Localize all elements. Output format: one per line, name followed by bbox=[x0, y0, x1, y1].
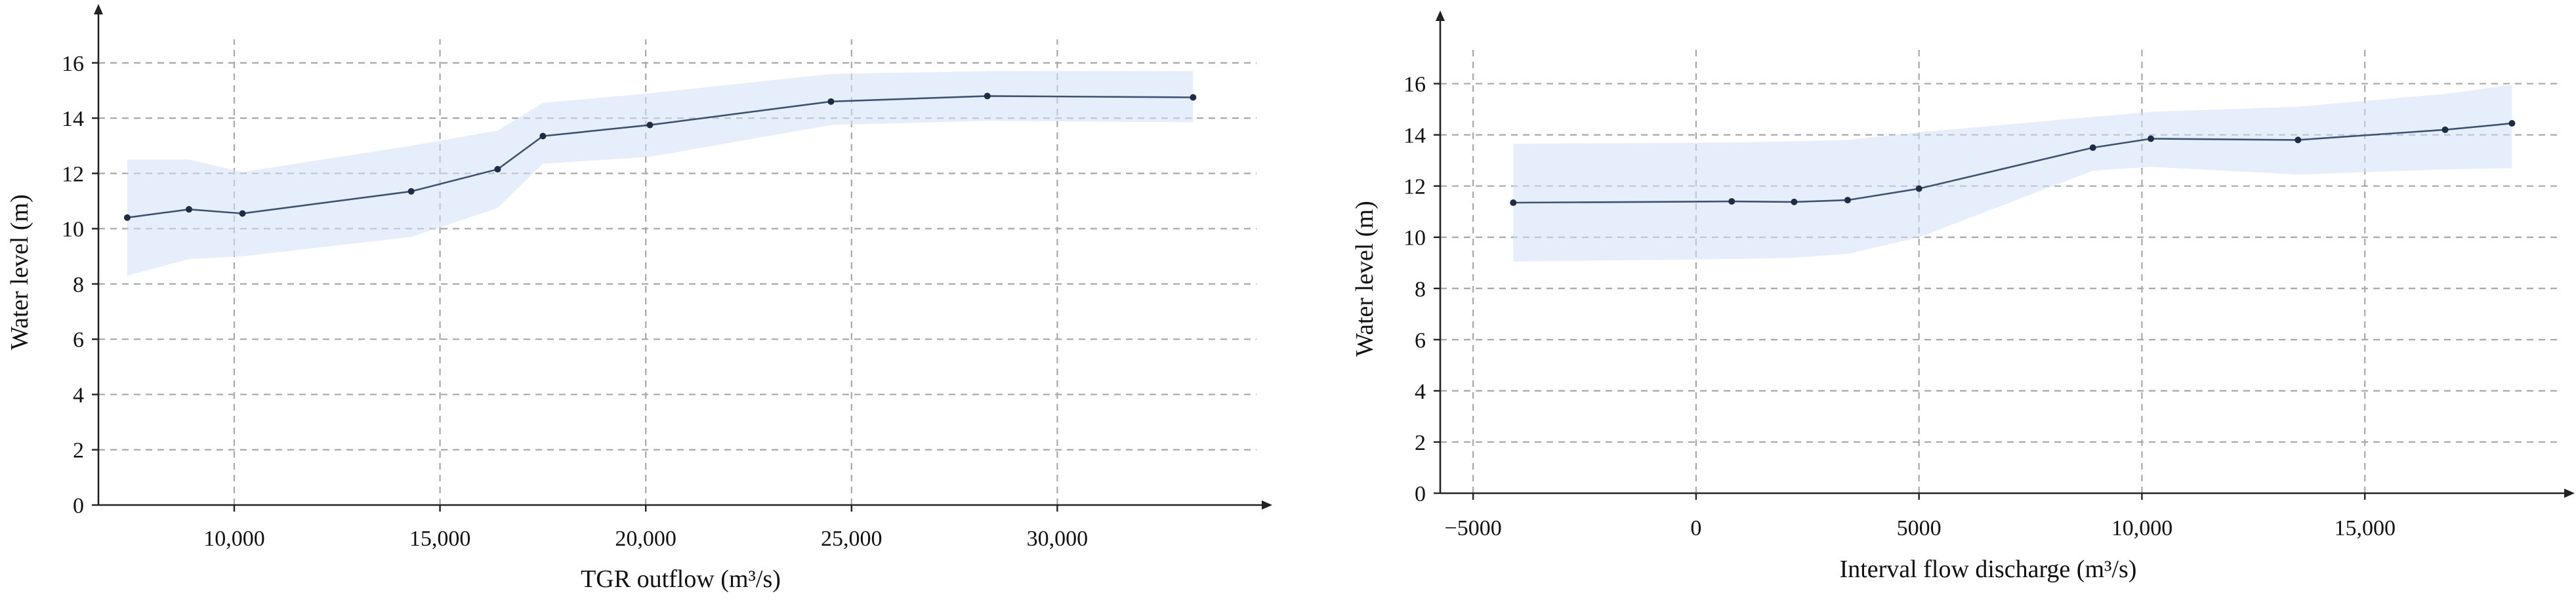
x-axis-title: TGR outflow (m³/s) bbox=[581, 565, 781, 593]
data-point bbox=[539, 132, 547, 140]
data-point bbox=[646, 121, 654, 129]
series-line bbox=[127, 95, 1194, 219]
x-tick-label: 0 bbox=[1690, 516, 1701, 540]
data-point bbox=[239, 210, 246, 217]
data-point bbox=[2148, 135, 2155, 142]
uncertainty-band bbox=[1513, 85, 2512, 262]
y-tick-label: 14 bbox=[1403, 124, 1426, 148]
x-tick-label: 20,000 bbox=[615, 527, 676, 551]
x-tick-label: −5000 bbox=[1445, 516, 1502, 540]
y-tick-label: 10 bbox=[62, 218, 84, 242]
y-tick-label: 6 bbox=[73, 328, 84, 352]
x-tick-label: 10,000 bbox=[203, 527, 265, 551]
y-axis-title: Water level (m) bbox=[1351, 201, 1379, 356]
data-point bbox=[984, 92, 991, 100]
x-axis-title: Interval flow discharge (m³/s) bbox=[1840, 556, 2137, 583]
y-tick-label: 6 bbox=[1415, 329, 1426, 353]
chart-panel-1: 10,000 15,000 20,000 25,000 30,000 0 2 4 6 8 10 12 1… bbox=[6, 4, 1272, 593]
y-tick-label: 10 bbox=[1403, 226, 1426, 251]
x-tick-label: 15,000 bbox=[409, 527, 471, 551]
y-axis-arrow bbox=[1436, 10, 1445, 21]
data-point bbox=[2295, 136, 2302, 144]
data-point bbox=[2508, 120, 2516, 127]
x-tick-label: 15,000 bbox=[2334, 516, 2396, 540]
data-point bbox=[1510, 199, 1517, 207]
y-tick-label: 16 bbox=[62, 52, 84, 76]
data-point bbox=[2089, 144, 2096, 152]
y-tick-label: 14 bbox=[62, 107, 84, 131]
data-point bbox=[1915, 185, 1922, 192]
y-tick-label: 2 bbox=[73, 439, 84, 463]
data-point bbox=[1190, 94, 1197, 101]
y-tick-label: 16 bbox=[1403, 73, 1426, 97]
y-tick-label: 8 bbox=[1415, 277, 1426, 302]
x-axis-arrow bbox=[2564, 489, 2575, 498]
data-point bbox=[185, 206, 192, 213]
x-tick-label: 30,000 bbox=[1027, 527, 1089, 551]
x-tick-label: 25,000 bbox=[821, 527, 883, 551]
y-axis-title: Water level (m) bbox=[6, 194, 33, 350]
y-tick-label: 12 bbox=[1403, 175, 1426, 199]
uncertainty-band bbox=[127, 71, 1194, 276]
y-tick-label: 4 bbox=[73, 383, 84, 407]
data-point bbox=[123, 214, 131, 221]
x-tick-label: 10,000 bbox=[2111, 516, 2173, 540]
y-tick-label: 0 bbox=[1415, 482, 1426, 506]
data-point bbox=[1844, 197, 1851, 204]
data-point bbox=[1791, 198, 1798, 205]
x-tick-label: 5000 bbox=[1897, 516, 1942, 540]
data-point bbox=[2441, 126, 2449, 133]
data-point bbox=[494, 166, 501, 173]
y-tick-label: 8 bbox=[73, 273, 84, 297]
y-axis-arrow bbox=[94, 4, 103, 14]
y-tick-label: 12 bbox=[62, 162, 84, 186]
data-point bbox=[407, 188, 415, 195]
chart-panel-2: −5000 0 5000 10,000 15,000 0 2 4 6 8 10 12 14 16 Inter… bbox=[1351, 10, 2575, 583]
y-tick-label: 4 bbox=[1415, 380, 1426, 404]
series-line bbox=[1513, 122, 2512, 204]
y-tick-label: 2 bbox=[1415, 431, 1426, 455]
data-point bbox=[1728, 198, 1735, 205]
x-axis-arrow bbox=[1262, 500, 1272, 510]
y-tick-label: 0 bbox=[73, 494, 84, 518]
data-point bbox=[827, 98, 835, 105]
